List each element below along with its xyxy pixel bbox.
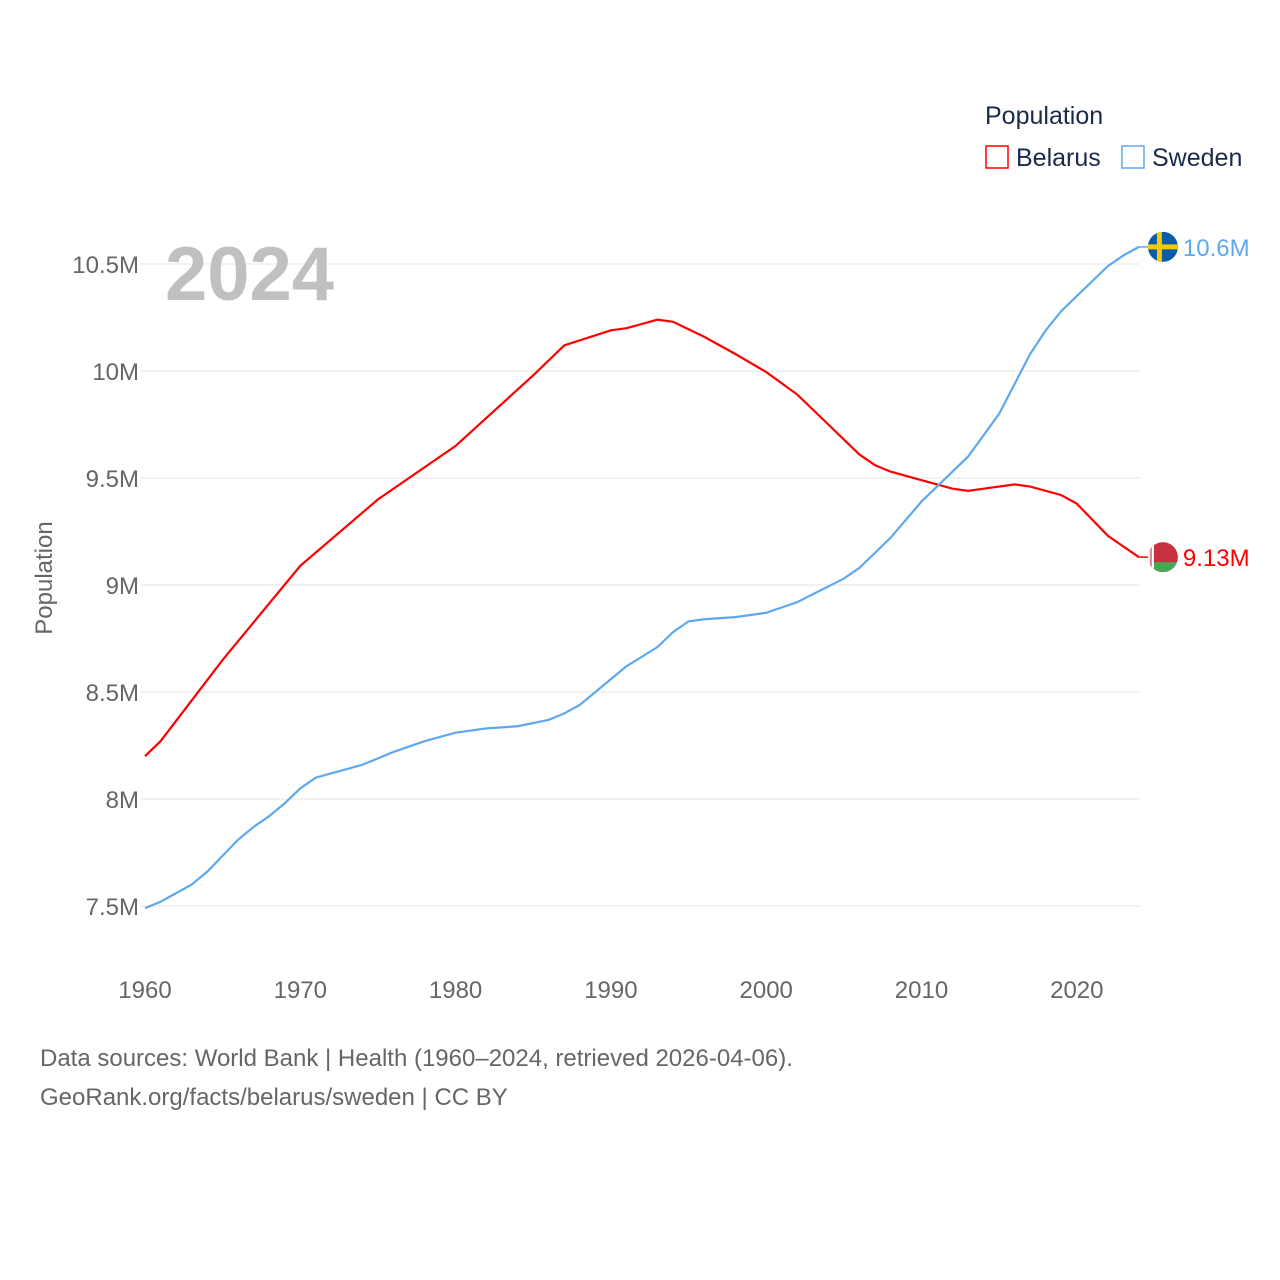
y-tick-label: 10.5M [72,252,139,279]
x-tick-label: 2000 [740,977,793,1004]
data-source-text: Data sources: World Bank | Health (1960–… [40,1045,793,1072]
series-line-belarus [144,318,1140,757]
legend: Population Belarus Sweden [985,102,1242,172]
y-tick-label: 9.5M [86,466,139,493]
x-tick-label: 2010 [895,977,948,1004]
y-tick-label: 10M [92,359,139,386]
legend-title: Population [985,102,1103,130]
x-tick-label: 2020 [1050,977,1103,1004]
x-tick-label: 1960 [118,977,171,1004]
x-tick-label: 1980 [429,977,482,1004]
sweden-flag-icon [1147,231,1178,262]
legend-item-sweden[interactable]: Sweden [1121,144,1242,172]
legend-swatch [985,145,1009,169]
attribution-link[interactable]: GeoRank.org/facts/belarus/sweden | CC BY [40,1084,508,1111]
year-label: 2024 [165,232,334,317]
y-tick-label: 7.5M [86,894,139,921]
y-tick-label: 8.5M [86,680,139,707]
y-axis-label: Population [31,521,58,634]
y-tick-label: 8M [106,787,139,814]
belarus-flag-icon [1147,542,1178,573]
series-line-sweden [144,245,1140,910]
legend-item-belarus[interactable]: Belarus [985,144,1101,172]
x-tick-label: 1970 [274,977,327,1004]
y-tick-label: 9M [106,573,139,600]
end-value-label: 10.6M [1183,235,1250,262]
legend-swatch [1121,145,1145,169]
legend-label: Sweden [1152,144,1242,172]
end-value-label: 9.13M [1183,545,1250,572]
x-tick-label: 1990 [584,977,637,1004]
legend-label: Belarus [1016,144,1101,172]
